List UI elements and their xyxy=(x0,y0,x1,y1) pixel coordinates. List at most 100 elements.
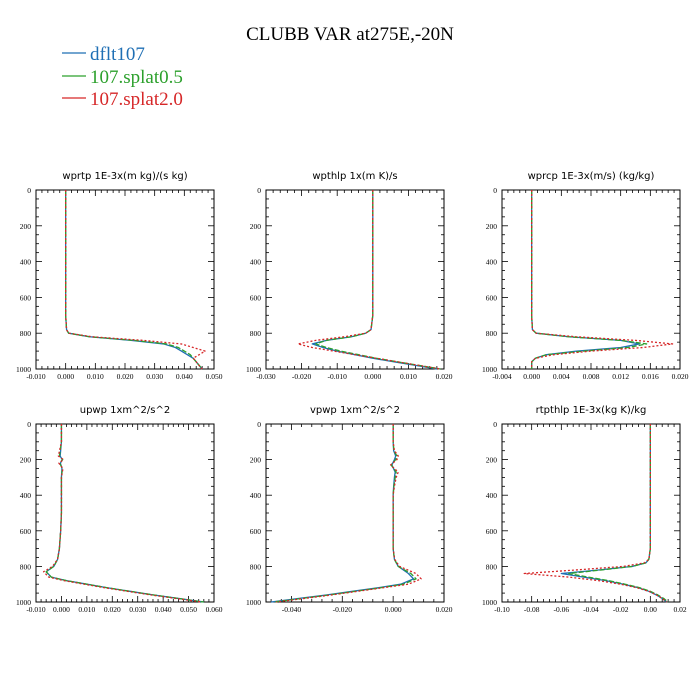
y-tick-label: 800 xyxy=(486,329,498,338)
x-tick-label: 0.020 xyxy=(104,605,121,614)
x-tick-label: -0.004 xyxy=(492,372,512,381)
x-tick-label: 0.010 xyxy=(87,372,104,381)
y-tick-label: 1000 xyxy=(16,598,31,607)
y-tick-label: 600 xyxy=(486,527,498,536)
series-line-dflt107 xyxy=(65,190,203,370)
x-tick-label: 0.020 xyxy=(672,372,689,381)
legend-label-splat20: 107.splat2.0 xyxy=(90,89,183,110)
legend-label-dflt107: dflt107 xyxy=(90,44,145,65)
panel-title-wprcp: wprcp 1E-3x(m/s) (kg/kg) xyxy=(528,171,655,182)
x-tick-label: 0.040 xyxy=(155,605,172,614)
x-tick-label: 0.020 xyxy=(436,372,453,381)
y-tick-label: 800 xyxy=(250,329,262,338)
y-tick-label: 800 xyxy=(20,562,32,571)
panel-wpthlp: wpthlp 1x(m K)/s 0 200 400 600 800 1000-0.030 -… xyxy=(246,171,453,381)
x-tick-label: -0.06 xyxy=(554,605,570,614)
x-tick-label: 0.004 xyxy=(553,372,570,381)
y-tick-label: 1000 xyxy=(482,365,497,374)
panel-title-upwp: upwp 1xm^2/s^2 xyxy=(80,405,170,416)
y-tick-label: 0 xyxy=(493,420,497,429)
x-tick-label: 0.000 xyxy=(523,372,540,381)
y-tick-label: 1000 xyxy=(482,598,497,607)
plot-frame-wprtp xyxy=(35,189,215,370)
x-tick-label: 0.030 xyxy=(129,605,146,614)
series-line-107-splat0-5 xyxy=(65,190,203,370)
x-tick-label: -0.010 xyxy=(26,605,46,614)
x-tick-label: 0.020 xyxy=(117,372,134,381)
x-tick-label: 0.016 xyxy=(642,372,659,381)
y-tick-label: 400 xyxy=(250,491,262,500)
series-line-107-splat2-0 xyxy=(531,190,674,369)
series-line-dflt107 xyxy=(531,190,640,369)
y-tick-label: 0 xyxy=(257,420,261,429)
panels: wprtp 1E-3x(m kg)/(s kg) 0 200 400 600 800 100… xyxy=(16,171,689,614)
y-tick-label: 0 xyxy=(27,186,31,195)
series-line-107-splat2-0 xyxy=(276,424,422,603)
figure-title: CLUBB VAR at275E,-20N xyxy=(246,24,454,45)
y-tick-label: 600 xyxy=(250,293,262,302)
x-tick-label: 0.000 xyxy=(385,605,402,614)
y-tick-label: 400 xyxy=(486,258,498,267)
x-tick-label: -0.010 xyxy=(26,372,46,381)
panel-title-wprtp: wprtp 1E-3x(m kg)/(s kg) xyxy=(62,171,187,182)
plot-frame-wprcp xyxy=(501,189,681,370)
x-tick-label: -0.02 xyxy=(613,605,629,614)
y-tick-label: 600 xyxy=(20,293,32,302)
x-tick-label: 0.00 xyxy=(644,605,657,614)
x-tick-label: -0.10 xyxy=(494,605,510,614)
series-line-dflt107 xyxy=(311,190,437,370)
x-tick-label: -0.040 xyxy=(282,605,302,614)
plot-frame-upwp xyxy=(35,423,215,603)
y-tick-label: 600 xyxy=(250,527,262,536)
y-tick-label: 800 xyxy=(486,562,498,571)
panel-title-wpthlp: wpthlp 1x(m K)/s xyxy=(312,171,397,182)
panel-title-rtpthlp: rtpthlp 1E-3x(kg K)/kg xyxy=(536,405,647,416)
x-tick-label: -0.010 xyxy=(328,372,348,381)
y-tick-label: 0 xyxy=(493,186,497,195)
x-tick-label: 0.060 xyxy=(206,605,223,614)
x-tick-label: 0.012 xyxy=(612,372,629,381)
panel-wprcp: wprcp 1E-3x(m/s) (kg/kg) 0 200 400 600 800 100… xyxy=(482,171,689,381)
y-tick-label: 200 xyxy=(486,222,498,231)
series-line-107-splat2-0 xyxy=(523,424,668,603)
series-line-107-splat2-0 xyxy=(297,190,441,370)
y-tick-label: 0 xyxy=(27,420,31,429)
x-tick-label: 0.010 xyxy=(400,372,417,381)
x-tick-label: 0.000 xyxy=(53,605,70,614)
y-tick-label: 600 xyxy=(20,527,32,536)
y-tick-label: 200 xyxy=(20,456,32,465)
series-line-107-splat2-0 xyxy=(65,190,206,370)
panel-vpwp: vpwp 1xm^2/s^2 0 200 400 600 800 1000 -0.040 -0.… xyxy=(246,405,453,614)
panel-upwp: upwp 1xm^2/s^2 0 200 400 600 800 1000-0.010 0.0… xyxy=(16,405,223,614)
y-tick-label: 200 xyxy=(486,456,498,465)
series-line-107-splat0-5 xyxy=(315,190,441,370)
legend: dflt107 107.splat0.5 107.splat2.0 xyxy=(62,44,183,110)
x-tick-label: 0.008 xyxy=(583,372,600,381)
x-tick-label: 0.030 xyxy=(146,372,163,381)
plot-frame-wpthlp xyxy=(265,189,445,370)
panel-rtpthlp: rtpthlp 1E-3x(kg K)/kg02004006008001000-… xyxy=(482,405,687,614)
x-tick-label: 0.040 xyxy=(176,372,193,381)
y-tick-label: 200 xyxy=(250,222,262,231)
panel-title-vpwp: vpwp 1xm^2/s^2 xyxy=(310,405,400,416)
x-tick-label: -0.08 xyxy=(524,605,540,614)
x-tick-label: -0.04 xyxy=(583,605,599,614)
x-tick-label: -0.020 xyxy=(292,372,312,381)
series-line-107-splat2-0 xyxy=(42,424,202,603)
series-line-dflt107 xyxy=(45,424,204,603)
x-tick-label: 0.020 xyxy=(436,605,453,614)
y-tick-label: 200 xyxy=(250,456,262,465)
x-tick-label: 0.050 xyxy=(180,605,197,614)
y-tick-label: 400 xyxy=(486,491,498,500)
y-tick-label: 0 xyxy=(257,186,261,195)
x-tick-label: 0.010 xyxy=(78,605,95,614)
x-tick-label: -0.030 xyxy=(256,372,276,381)
plot-frame-rtpthlp xyxy=(501,423,681,603)
legend-label-splat05: 107.splat0.5 xyxy=(90,67,183,88)
y-tick-label: 800 xyxy=(20,329,32,338)
x-tick-label: 0.000 xyxy=(57,372,74,381)
series-line-dflt107 xyxy=(271,424,415,603)
series-line-107-splat0-5 xyxy=(568,424,669,603)
x-tick-label: 0.000 xyxy=(364,372,381,381)
